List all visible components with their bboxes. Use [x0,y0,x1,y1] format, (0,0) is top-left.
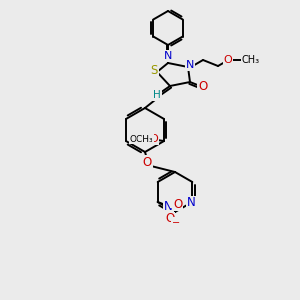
Text: OCH₃: OCH₃ [129,134,153,143]
Text: N: N [186,60,194,70]
Text: O: O [198,80,208,92]
Text: CH₃: CH₃ [242,55,260,65]
Text: −: − [172,218,180,228]
Text: N: N [187,196,196,209]
Text: O: O [224,55,232,65]
Text: O: O [173,197,182,211]
Text: N: N [164,51,172,61]
Text: O: O [150,134,158,144]
Text: O: O [142,155,152,169]
Text: +: + [171,197,179,207]
Text: N: N [164,200,173,212]
Text: O: O [165,212,174,226]
Text: H: H [153,90,161,100]
Text: S: S [150,64,158,77]
